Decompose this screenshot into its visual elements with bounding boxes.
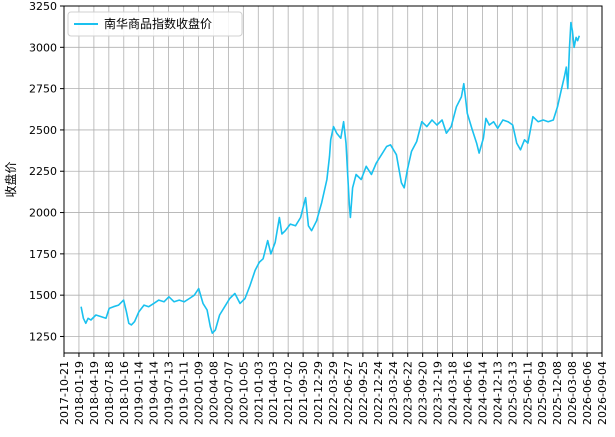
x-tick-label: 2017-10-21 — [58, 361, 71, 425]
y-tick-label: 3250 — [29, 0, 57, 13]
y-axis: 1250 1500 1750 2000 2250 2500 2750 3000 3250 — [29, 0, 64, 343]
y-tick-label: 3000 — [29, 41, 57, 54]
x-tick-label: 2023-12-19 — [432, 361, 445, 425]
x-axis: 2017-10-21 2018-01-19 2018-04-19 2018-07-18… — [58, 353, 609, 425]
x-tick-label: 2023-03-24 — [387, 361, 400, 425]
x-tick-label: 2023-09-20 — [417, 361, 430, 425]
y-tick-label: 1750 — [29, 248, 57, 261]
x-tick-label: 2026-09-04 — [596, 361, 609, 425]
y-axis-title: 收盘价 — [3, 161, 18, 197]
x-tick-label: 2021-01-03 — [252, 361, 265, 425]
y-tick-label: 2750 — [29, 83, 57, 96]
x-tick-label: 2018-10-16 — [118, 361, 131, 425]
series-layer — [80, 21, 581, 334]
x-tick-label: 2025-09-09 — [536, 361, 549, 425]
x-tick-label: 2022-09-25 — [357, 361, 370, 425]
x-tick-label: 2020-01-09 — [193, 361, 206, 425]
x-tick-label: 2025-03-13 — [506, 361, 519, 425]
x-tick-label: 2026-03-08 — [566, 361, 579, 425]
x-tick-label: 2018-07-18 — [103, 361, 116, 425]
x-tick-label: 2021-12-29 — [312, 361, 325, 425]
x-tick-label: 2022-03-29 — [327, 361, 340, 425]
series-line-0 — [80, 21, 581, 334]
x-tick-label: 2020-04-08 — [207, 361, 220, 425]
x-tick-label: 2018-01-19 — [73, 361, 86, 425]
y-tick-label: 2000 — [29, 207, 57, 220]
x-tick-label: 2019-01-14 — [133, 361, 146, 425]
x-tick-label: 2022-06-27 — [342, 361, 355, 425]
legend-box — [67, 11, 243, 37]
x-tick-label: 2019-07-13 — [163, 361, 176, 425]
y-tick-label: 2500 — [29, 124, 57, 137]
x-tick-label: 2024-09-14 — [476, 361, 489, 425]
x-tick-label: 2020-07-07 — [222, 361, 235, 425]
x-tick-label: 2018-04-19 — [88, 361, 101, 425]
legend: 南华商品指数收盘价 — [67, 11, 243, 37]
legend-label-series-0: 南华商品指数收盘价 — [104, 16, 212, 31]
x-tick-label: 2024-06-16 — [462, 361, 475, 425]
x-tick-label: 2020-10-05 — [237, 361, 250, 425]
x-tick-label: 2019-10-11 — [178, 361, 191, 425]
x-tick-label: 2022-12-24 — [372, 361, 385, 425]
y-tick-label: 1250 — [29, 330, 57, 343]
x-tick-label: 2026-06-06 — [581, 361, 594, 425]
y-tick-label: 1500 — [29, 289, 57, 302]
x-tick-label: 2021-09-30 — [297, 361, 310, 425]
x-tick-label: 2019-04-14 — [148, 361, 161, 425]
x-tick-label: 2024-03-18 — [447, 361, 460, 425]
x-tick-label: 2025-12-08 — [551, 361, 564, 425]
x-tick-label: 2021-07-02 — [282, 361, 295, 425]
y-tick-label: 2250 — [29, 165, 57, 178]
x-tick-label: 2025-06-11 — [521, 361, 534, 425]
x-tick-label: 2024-12-13 — [491, 361, 504, 425]
x-tick-label: 2021-04-03 — [267, 361, 280, 425]
x-tick-label: 2023-06-22 — [402, 361, 415, 425]
